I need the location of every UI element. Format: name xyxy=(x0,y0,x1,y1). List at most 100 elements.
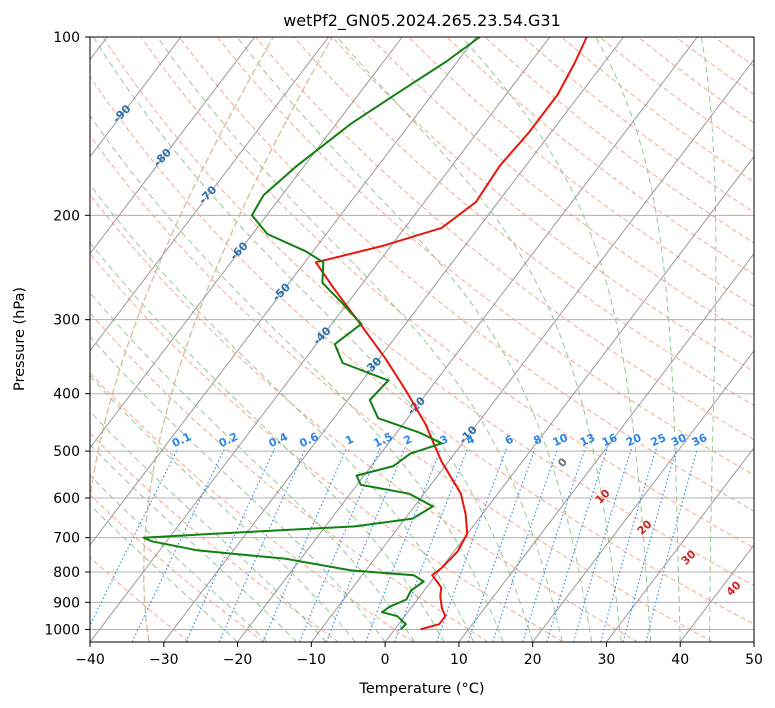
x-tick-label: 10 xyxy=(450,652,468,668)
dry-adiabat xyxy=(713,37,754,67)
dry-adiabat xyxy=(90,193,639,642)
isotherm-line xyxy=(90,37,403,449)
mixing-ratio-label: 16 xyxy=(600,431,620,449)
mixing-ratio-lines xyxy=(90,448,698,642)
mixing-ratio-label: 36 xyxy=(690,431,710,449)
dry-adiabat xyxy=(90,312,489,642)
dry-adiabat xyxy=(331,37,754,373)
isotherm-line xyxy=(237,37,698,642)
moist-adiabat-label: 20 xyxy=(635,517,655,537)
dewpoint-line xyxy=(142,37,481,631)
moist-adiabat xyxy=(90,410,327,642)
mixing-ratio-label: 25 xyxy=(649,431,668,449)
moist-adiabat-label: 0 xyxy=(555,455,570,470)
mixing-ratio-line xyxy=(394,448,469,642)
isotherm-line xyxy=(384,155,754,642)
mixing-ratio-line xyxy=(185,448,276,642)
moist-adiabat xyxy=(157,37,563,642)
mixing-ratio-label: 20 xyxy=(624,431,644,449)
dry-adiabat xyxy=(522,37,754,213)
isotherm-line xyxy=(90,37,256,255)
x-tick-label: −40 xyxy=(75,652,105,668)
y-axis-title: Pressure (hPa) xyxy=(12,287,28,391)
isotherm-label: -70 xyxy=(196,183,219,206)
dry-adiabat xyxy=(90,252,564,642)
mixing-ratio-label: 6 xyxy=(503,432,516,447)
reference-curve-line xyxy=(143,37,333,642)
mixing-ratio-label: 3 xyxy=(438,433,450,448)
moist-adiabat xyxy=(595,37,681,642)
mixing-ratio-line xyxy=(131,448,226,642)
y-tick-label: 600 xyxy=(53,491,80,507)
moist-adiabat xyxy=(336,37,622,642)
isotherm-line xyxy=(753,641,754,642)
dry-adiabat xyxy=(90,432,339,642)
dry-adiabat xyxy=(90,134,713,642)
x-tick-label: −30 xyxy=(149,652,179,668)
dry-adiabat xyxy=(102,37,754,587)
y-tick-label: 200 xyxy=(53,208,80,224)
dry-adiabat xyxy=(90,494,265,642)
dry-adiabats xyxy=(90,37,754,642)
x-axis: −40 −30 −20 −10 0 10 20 30 40 50 xyxy=(75,642,763,668)
dry-adiabat xyxy=(752,37,754,39)
isotherm-label: -50 xyxy=(270,280,293,303)
isobar-grid xyxy=(90,37,754,630)
mixing-ratio-line xyxy=(645,448,698,642)
y-tick-label: 900 xyxy=(53,595,80,611)
moist-adiabat xyxy=(90,114,504,642)
dry-adiabat xyxy=(561,37,754,183)
moist-adiabat-label: 10 xyxy=(593,486,613,506)
isotherm-line xyxy=(679,544,754,642)
x-axis-title: Temperature (°C) xyxy=(358,681,484,697)
isotherm-line xyxy=(458,252,754,642)
mixing-ratio-label: 1 xyxy=(343,433,355,448)
isotherm-label: -90 xyxy=(110,102,133,125)
dry-adiabat xyxy=(217,37,754,476)
moist-adiabats xyxy=(90,37,717,642)
dry-adiabat xyxy=(90,556,190,642)
y-tick-label: 500 xyxy=(53,444,80,460)
isotherm-line xyxy=(163,37,624,642)
isotherm-label: -100 xyxy=(60,65,89,94)
mixing-ratio-label: 10 xyxy=(551,431,571,449)
reference-line-labels: -100-90-80-70-60-50-40-30-20-100.1 0.2 0.4… xyxy=(60,65,744,599)
y-tick-label: 800 xyxy=(53,565,80,581)
dry-adiabat xyxy=(293,37,754,407)
y-tick-label: 1000 xyxy=(44,622,80,638)
mixing-ratio-line xyxy=(299,448,381,642)
x-tick-label: 20 xyxy=(524,652,542,668)
x-tick-label: 40 xyxy=(671,652,689,668)
moist-adiabat-label: 30 xyxy=(679,547,699,567)
plot-area: -100-90-80-70-60-50-40-30-20-100.1 0.2 0.4… xyxy=(60,37,754,642)
mixing-ratio-label: 2 xyxy=(402,433,414,448)
moist-adiabat xyxy=(90,375,356,642)
isotherm-line xyxy=(310,58,754,642)
mixing-ratio-line xyxy=(436,448,508,642)
mixing-ratio-label: 13 xyxy=(578,431,597,449)
mixing-ratio-label: 0.1 xyxy=(170,430,193,450)
mixing-ratio-label: 0.6 xyxy=(297,430,320,450)
mixing-ratio-line xyxy=(622,448,678,642)
mixing-ratio-line xyxy=(522,448,586,642)
moist-adiabat xyxy=(90,241,445,642)
temperature-line xyxy=(314,37,588,631)
mixing-ratio-line xyxy=(325,448,406,642)
mixing-ratio-label: 0.2 xyxy=(217,430,240,450)
y-tick-label: 700 xyxy=(53,531,80,547)
mixing-ratio-line xyxy=(600,448,657,642)
moist-adiabat xyxy=(90,335,386,642)
mixing-ratio-line xyxy=(572,448,632,642)
dry-adiabat xyxy=(90,75,754,625)
mixing-ratio-label: 30 xyxy=(669,431,689,449)
moist-adiabat xyxy=(93,37,534,642)
moist-adiabat xyxy=(90,183,475,642)
mixing-ratio-line xyxy=(546,448,608,642)
y-tick-label: 400 xyxy=(53,387,80,403)
mixing-ratio-line xyxy=(467,448,536,642)
x-tick-label: 0 xyxy=(381,652,390,668)
isotherm-line xyxy=(90,37,329,352)
isotherm-line xyxy=(606,447,754,642)
dry-adiabat xyxy=(369,37,754,340)
